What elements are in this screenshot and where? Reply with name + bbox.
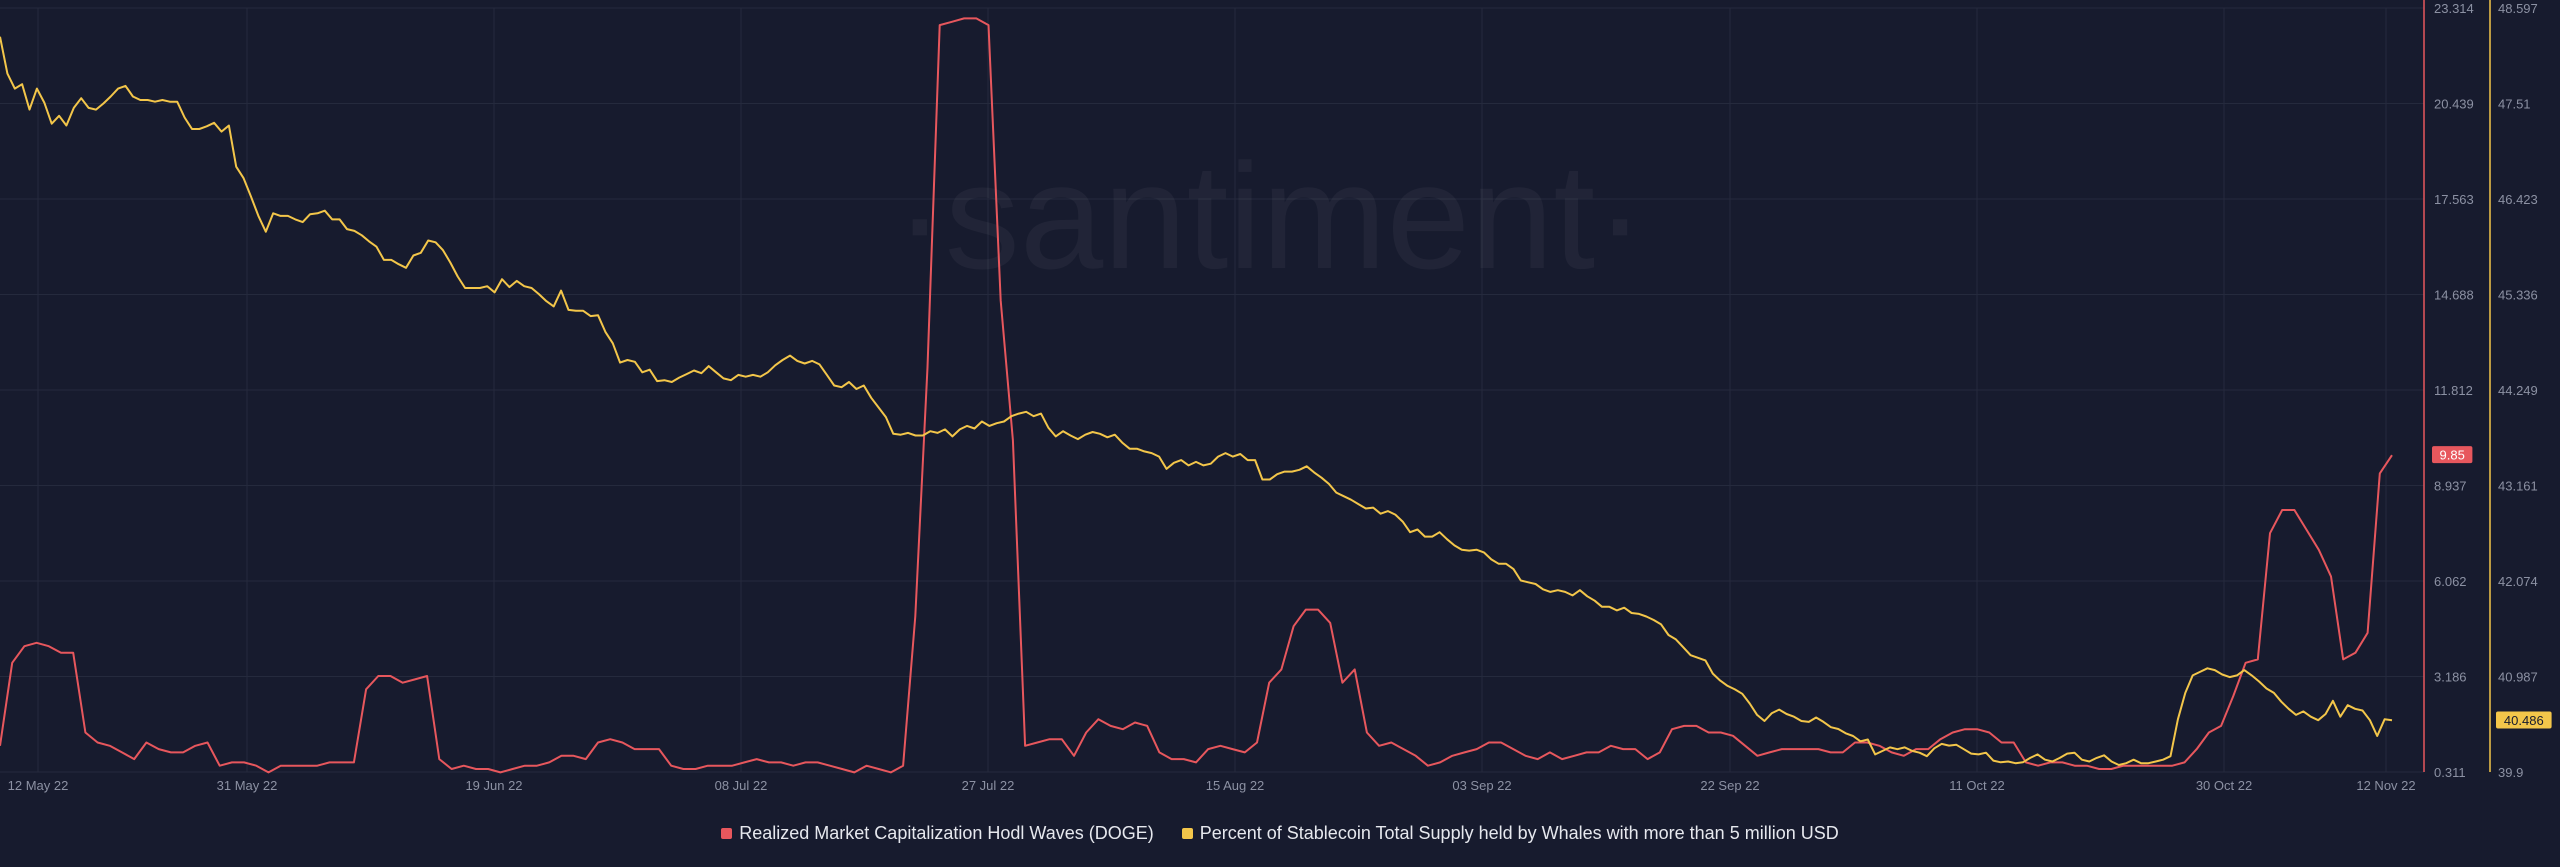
right-axis-tick-label: 39.9	[2498, 765, 2523, 780]
left-axis-tick-label: 6.062	[2434, 574, 2467, 589]
chart-canvas: ·santiment· 0.311 3.186 6.062 8.937 11.812 14…	[0, 0, 2560, 820]
right-axis-ticks: 39.9 40.987 42.074 43.161 44.249 45.336 46.423…	[2498, 1, 2538, 780]
left-current-value-badge-bg	[2432, 446, 2473, 464]
legend: Realized Market Capitalization Hodl Wave…	[0, 820, 2560, 846]
x-axis-tick-label: 30 Oct 22	[2196, 778, 2252, 793]
x-axis-ticks: 12 May 22 31 May 22 19 Jun 22 08 Jul 22 27 J…	[8, 778, 2416, 793]
series-layer	[0, 17, 2393, 774]
left-axis-tick-label: 8.937	[2434, 479, 2467, 494]
left-axis-tick-label: 23.314	[2434, 1, 2474, 16]
legend-label-yellow: Percent of Stablecoin Total Supply held …	[1199, 822, 1839, 843]
left-axis-tick-label: 3.186	[2434, 670, 2467, 685]
x-axis-tick-label: 31 May 22	[217, 778, 278, 793]
right-axis-tick-label: 47.51	[2498, 97, 2531, 112]
series-line-red	[0, 17, 2393, 774]
value-badges: 9.85 40.486	[2432, 446, 2552, 729]
left-axis-tick-label: 20.439	[2434, 97, 2474, 112]
right-current-value-badge: 40.486	[2504, 713, 2544, 728]
x-axis-tick-label: 19 Jun 22	[465, 778, 522, 793]
right-axis-tick-label: 44.249	[2498, 383, 2538, 398]
right-axis-tick-label: 46.423	[2498, 192, 2538, 207]
right-axis-tick-label: 48.597	[2498, 1, 2538, 16]
left-axis-tick-label: 11.812	[2434, 383, 2473, 398]
x-axis-tick-label: 03 Sep 22	[1452, 778, 1511, 793]
grid-lines	[0, 7, 2424, 773]
right-current-value-badge-bg	[2496, 711, 2552, 729]
right-axis-tick-label: 42.074	[2498, 574, 2538, 589]
series-line-yellow	[0, 36, 2393, 766]
x-axis-tick-label: 08 Jul 22	[715, 778, 768, 793]
left-axis-tick-label: 14.688	[2434, 288, 2474, 303]
x-axis-tick-label: 11 Oct 22	[1949, 778, 2004, 793]
right-axis-tick-label: 45.336	[2498, 288, 2538, 303]
left-axis-ticks: 0.311 3.186 6.062 8.937 11.812 14.688 17.563 20…	[2434, 1, 2474, 780]
right-axis-tick-label: 40.987	[2498, 670, 2538, 685]
x-axis-tick-label: 12 Nov 22	[2356, 778, 2415, 793]
left-axis-tick-label: 17.563	[2434, 192, 2474, 207]
chart-background	[0, 0, 2560, 820]
left-axis-tick-label: 0.311	[2434, 765, 2466, 780]
right-axis-tick-label: 43.161	[2498, 479, 2538, 494]
legend-swatch-yellow	[1181, 827, 1193, 839]
x-axis-tick-label: 12 May 22	[8, 778, 69, 793]
watermark: ·santiment·	[895, 132, 1645, 300]
x-axis-tick-label: 22 Sep 22	[1700, 778, 1759, 793]
legend-label-red: Realized Market Capitalization Hodl Wave…	[739, 822, 1154, 843]
x-axis-tick-label: 27 Jul 22	[962, 778, 1015, 793]
legend-swatch-red	[721, 827, 733, 839]
x-axis-tick-label: 15 Aug 22	[1206, 778, 1265, 793]
legend-item-red[interactable]: Realized Market Capitalization Hodl Wave…	[721, 822, 1154, 844]
legend-item-yellow[interactable]: Percent of Stablecoin Total Supply held …	[1181, 822, 1839, 844]
left-current-value-badge: 9.85	[2440, 448, 2465, 463]
